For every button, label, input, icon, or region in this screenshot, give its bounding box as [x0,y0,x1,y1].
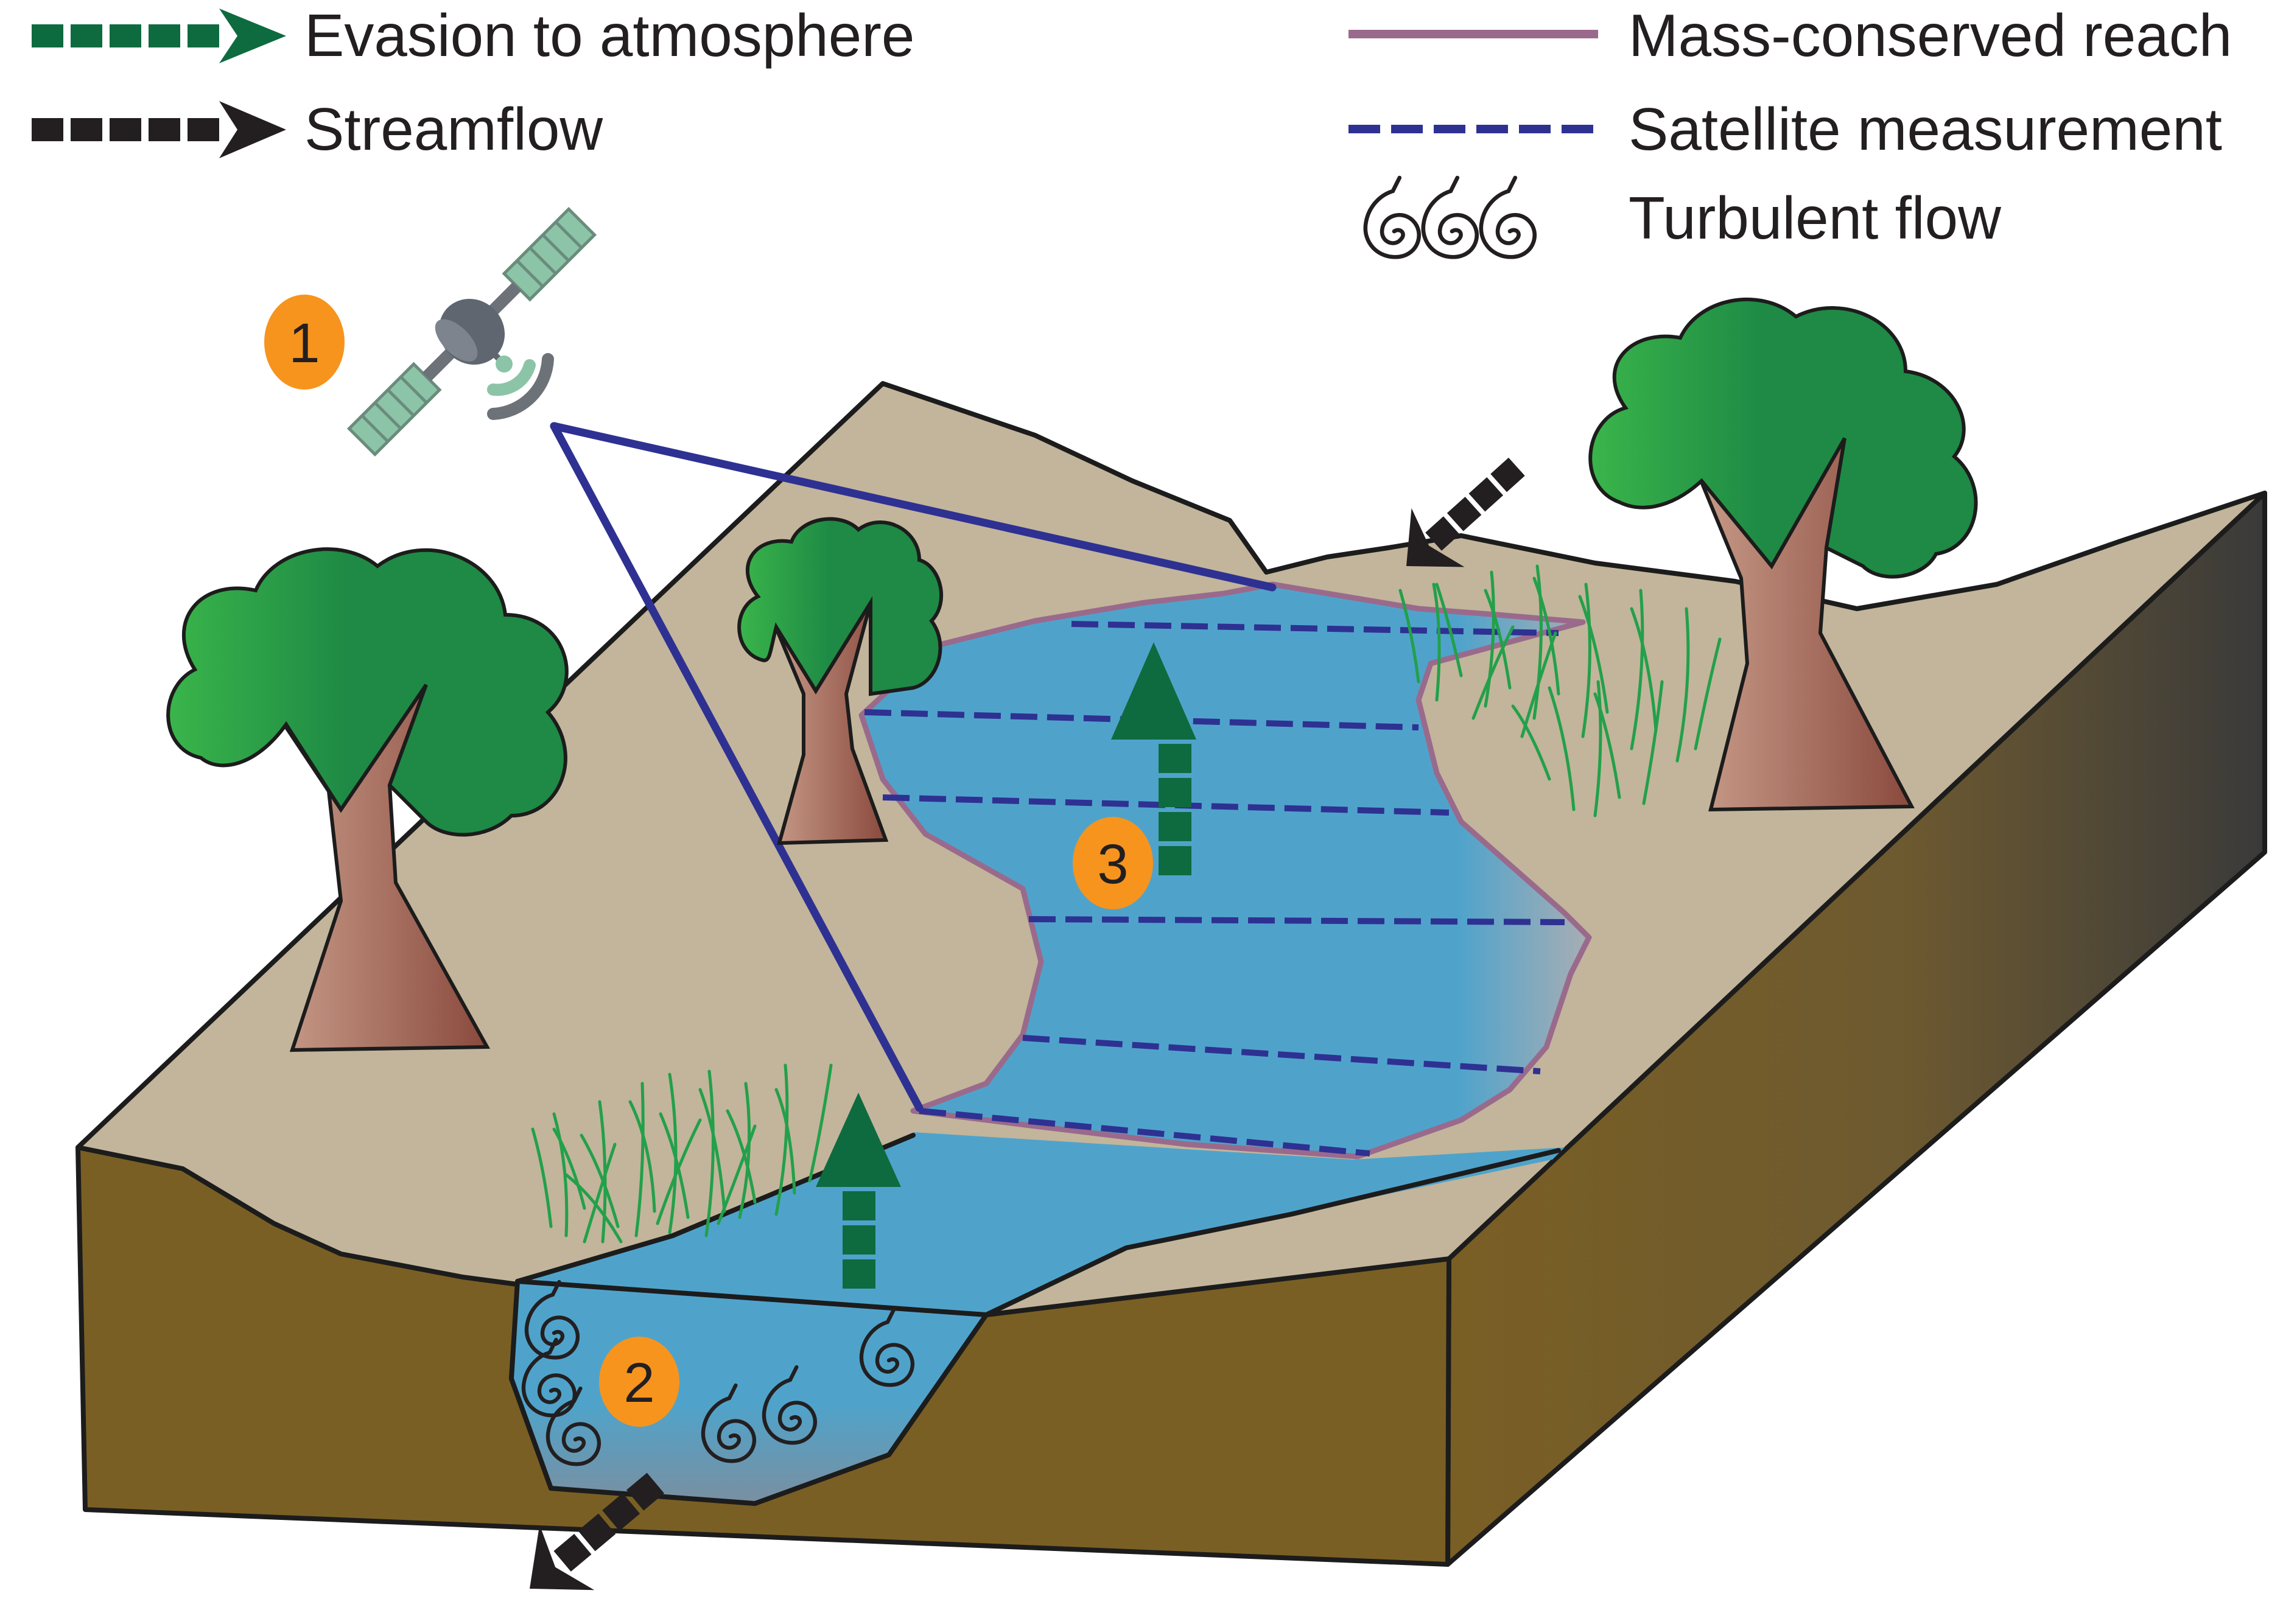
tree-left [166,547,569,1052]
legend-item-evasion: Evasion to atmosphere [32,2,914,69]
satellite-signal-icon [487,353,554,420]
satellite-signal-lines [550,422,1277,1112]
swirl-icon [1366,178,1535,257]
legend-item-reach: Mass-conserved reach [1348,2,2232,69]
grass-tuft-right [1398,564,1722,817]
legend-label-streamflow: Streamflow [304,96,603,163]
legend-label-reach: Mass-conserved reach [1629,2,2232,69]
marker-1-label: 1 [289,312,320,374]
marker-2: 2 [599,1337,679,1427]
marker-2-label: 2 [623,1352,654,1414]
marker-1: 1 [264,295,345,390]
legend-item-turbulent: Turbulent flow [1366,178,2002,257]
tree-right [1588,297,1978,812]
grass-tuft-left [531,1063,833,1244]
evasion-arrow-reach [1111,642,1196,875]
black-dashed-arrow-icon [32,101,286,158]
evasion-arrow-downstream [816,1093,901,1289]
streamflow-arrow-outflow [530,1472,664,1591]
tree-middle [737,517,943,845]
legend-label-evasion: Evasion to atmosphere [304,2,914,69]
legend-item-satellite: Satellite measurement [1348,96,2222,163]
mass-conserved-reach [858,581,1592,1160]
streamflow-arrow-inflow [1406,457,1525,567]
legend-item-streamflow: Streamflow [32,96,603,163]
marker-3: 3 [1073,817,1153,909]
green-dashed-arrow-icon [32,9,286,63]
water-surface-downstream [517,1132,1565,1315]
marker-3-label: 3 [1097,833,1128,895]
legend-label-satellite: Satellite measurement [1629,96,2222,163]
satellite-icon [346,206,597,457]
terrain-block [75,206,2267,1591]
legend: Evasion to atmosphere Streamflow Mass-co… [32,2,2232,257]
satellite-measurement-lines [864,621,1565,1157]
legend-label-turbulent: Turbulent flow [1629,184,2002,251]
